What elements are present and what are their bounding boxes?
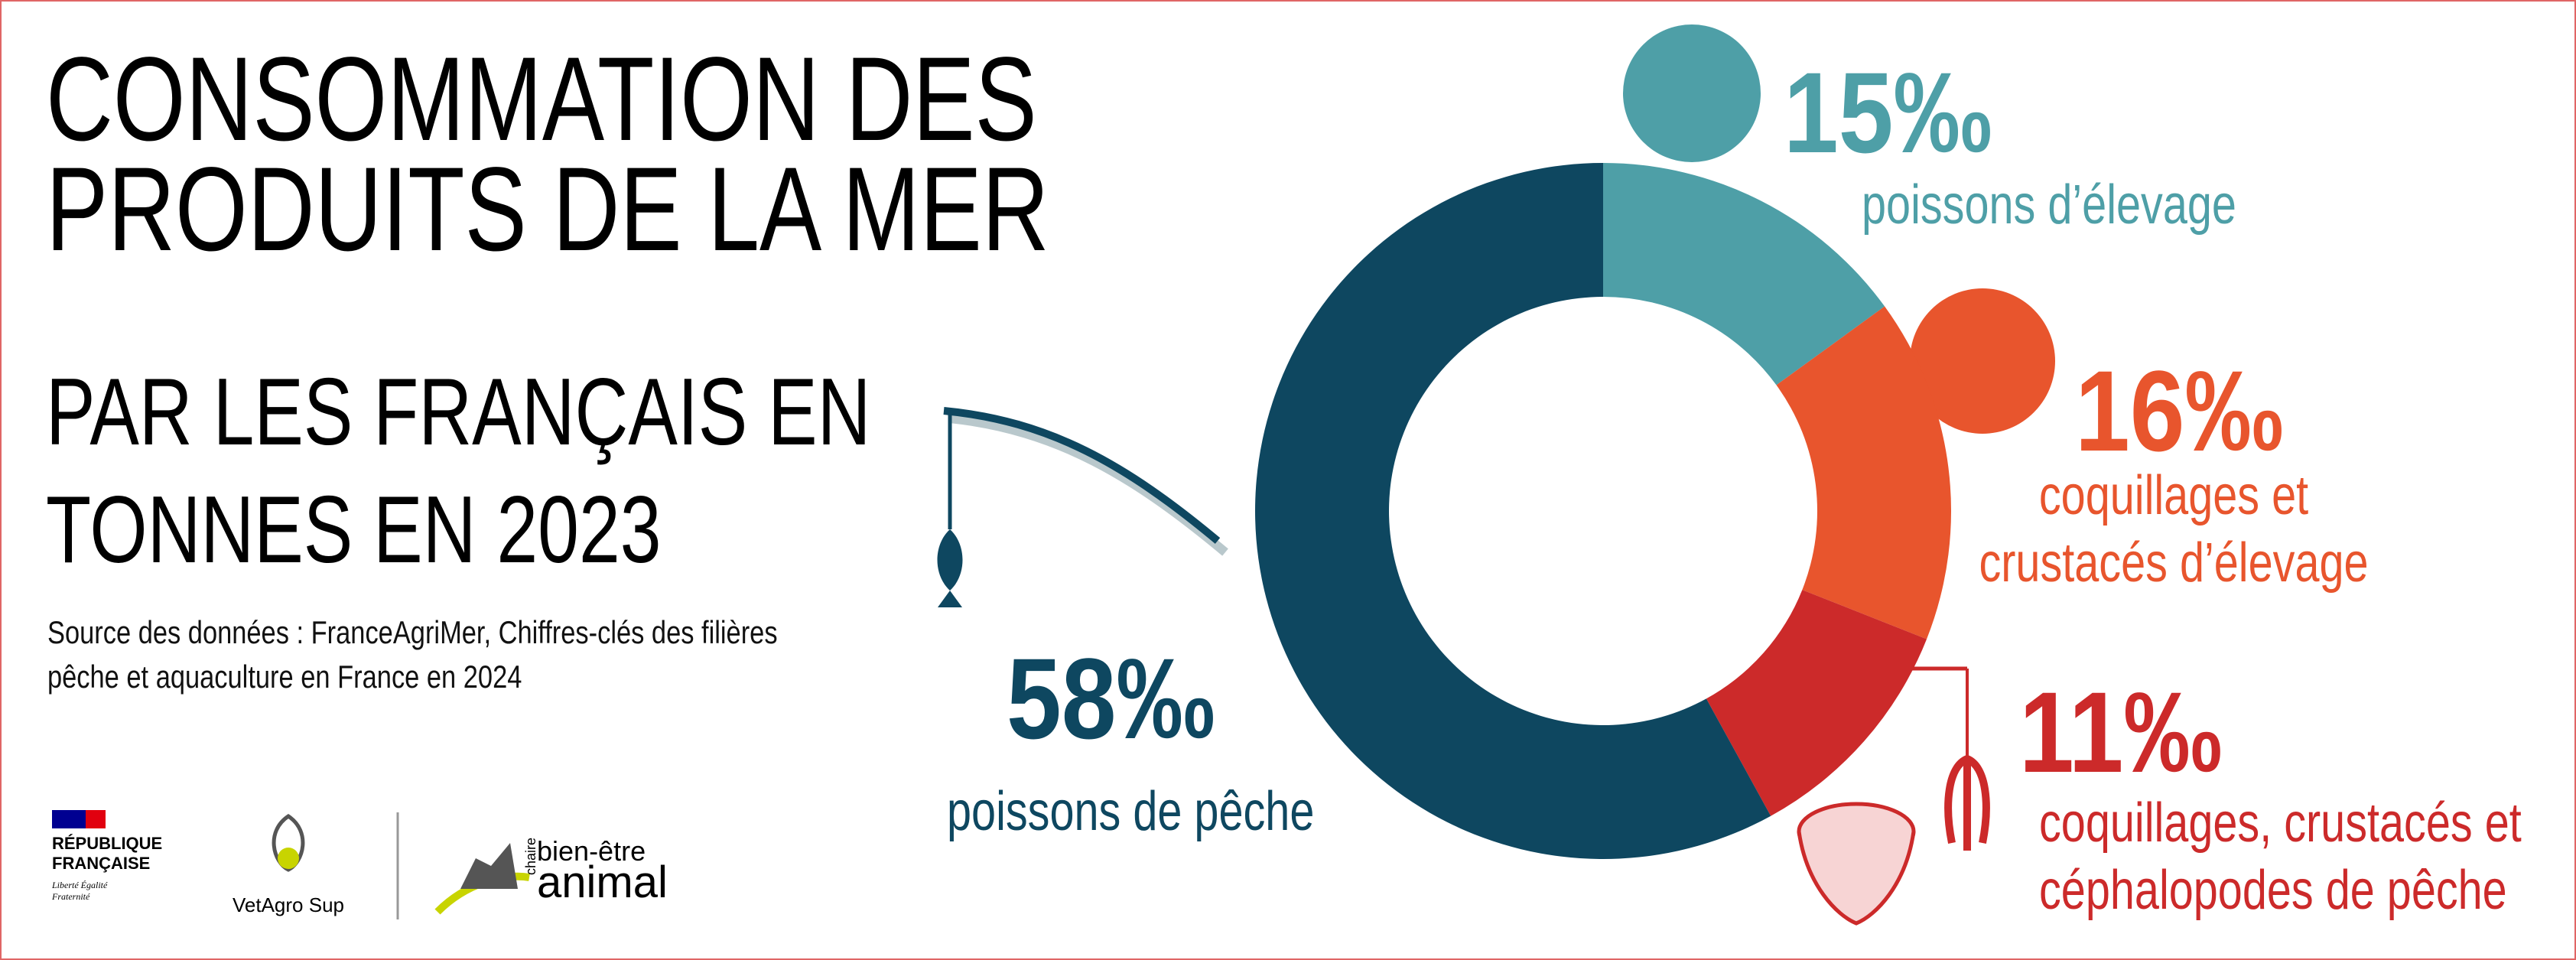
fishing-rod (943, 407, 1221, 544)
octopus-icon (1944, 755, 1990, 851)
pin-icon (1910, 288, 2055, 434)
category-label: coquillages, crustacés et céphalopodes d… (2039, 792, 2522, 921)
rod-shadow (949, 414, 1228, 556)
fish-icon (937, 529, 963, 607)
logo-text: animal (537, 857, 668, 907)
source-note: Source des données : FranceAgriMer, Chif… (47, 614, 778, 695)
chaire-house (460, 843, 518, 889)
value-label: 15‰ (1784, 48, 1992, 177)
chart-title: CONSOMMATION DES PRODUITS DE LA MER (46, 33, 1049, 276)
donut-slice (1776, 306, 1952, 639)
value-label: 16‰ (2075, 347, 2284, 475)
logo-text: RÉPUBLIQUE FRANÇAISE (52, 834, 163, 873)
donut-slice (1255, 163, 1771, 859)
flag-red (86, 810, 106, 828)
vetagro-icon (272, 813, 305, 872)
donut-slice (1706, 590, 1927, 816)
net-bag (1797, 831, 1916, 926)
logo-text: VetAgro Sup (233, 893, 344, 916)
category-label: coquillages et crustacés d’élevage (1979, 465, 2369, 594)
value-label: 11‰ (2019, 668, 2223, 796)
logo-text: Liberté Égalité Fraternité (52, 880, 108, 902)
vetagro-dot (278, 848, 299, 869)
pin-icon (1623, 24, 1761, 162)
chart-subtitle: PAR LES FRANÇAIS EN TONNES EN 2023 (46, 360, 871, 583)
category-label: poissons de pêche (947, 781, 1315, 842)
value-label: 58‰ (1007, 634, 1215, 763)
category-label: poissons d’élevage (1862, 174, 2236, 236)
donut-slice (1603, 163, 1885, 386)
logo-text: bien-être (537, 835, 646, 867)
